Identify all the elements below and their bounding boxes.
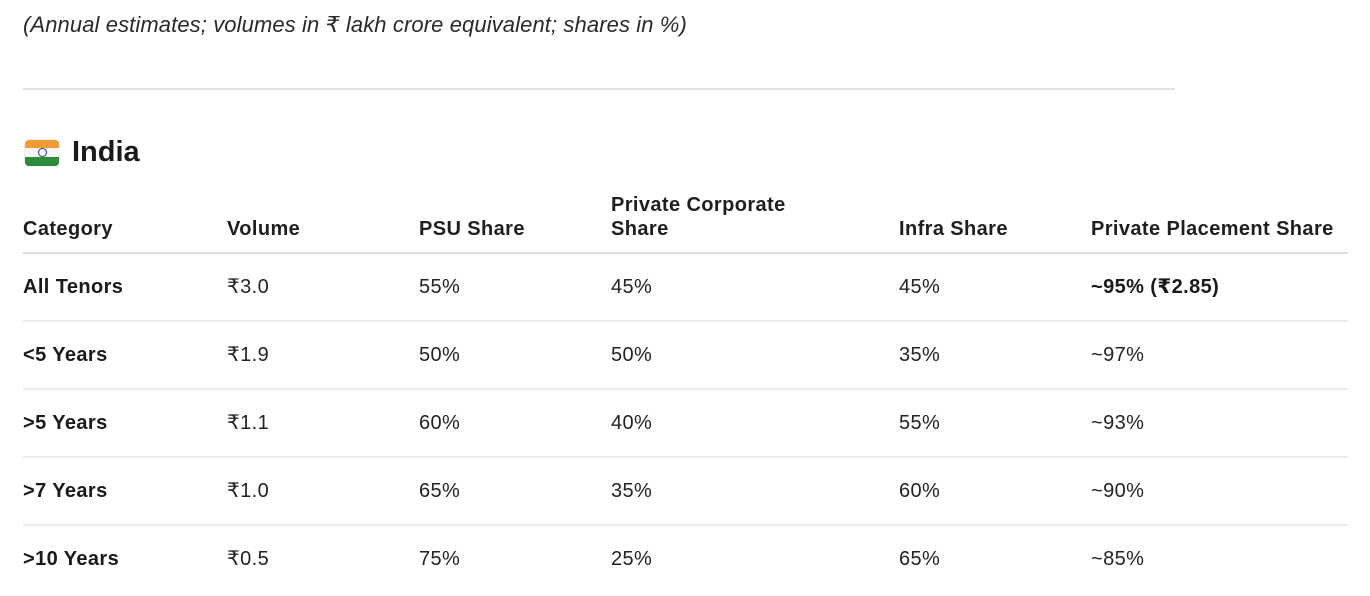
cell-psu-share: 75%	[419, 548, 461, 570]
cell-private-corporate-share: 45%	[611, 276, 653, 298]
cell-category: <5 Years	[23, 344, 108, 366]
cell-infra-share: 35%	[899, 344, 941, 366]
data-table: Category Volume PSU Share Private Corpor…	[23, 190, 1348, 592]
cell-volume: ₹1.0	[227, 480, 270, 502]
cell-psu-share: 55%	[419, 276, 461, 298]
cell-private-corporate-share: 50%	[611, 344, 653, 366]
header-volume: Volume	[227, 218, 301, 240]
cell-private-corporate-share: 25%	[611, 548, 653, 570]
table-row: >7 Years ₹1.0 65% 35% 60% ~90%	[23, 458, 1348, 526]
section-heading: India	[25, 136, 140, 169]
cell-private-corporate-share: 35%	[611, 480, 653, 502]
table-header-row: Category Volume PSU Share Private Corpor…	[23, 190, 1348, 254]
cell-psu-share: 60%	[419, 412, 461, 434]
cell-infra-share: 65%	[899, 548, 941, 570]
cell-private-corporate-share: 40%	[611, 412, 653, 434]
header-category: Category	[23, 218, 113, 240]
cell-category: >7 Years	[23, 480, 108, 502]
cell-category: >10 Years	[23, 548, 120, 570]
table-row: All Tenors ₹3.0 55% 45% 45% ~95% (₹2.85)	[23, 254, 1348, 322]
cell-infra-share: 45%	[899, 276, 941, 298]
table-row: >5 Years ₹1.1 60% 40% 55% ~93%	[23, 390, 1348, 458]
cell-psu-share: 50%	[419, 344, 461, 366]
cell-private-placement-share: ~95% (₹2.85)	[1091, 276, 1220, 298]
cell-private-placement-share: ~90%	[1091, 480, 1145, 502]
cell-private-placement-share: ~93%	[1091, 412, 1145, 434]
divider	[23, 88, 1175, 90]
table-note: (Annual estimates; volumes in ₹ lakh cro…	[23, 12, 687, 37]
table-row: >10 Years ₹0.5 75% 25% 65% ~85%	[23, 526, 1348, 592]
cell-infra-share: 55%	[899, 412, 941, 434]
cell-volume: ₹1.9	[227, 344, 270, 366]
cell-category: >5 Years	[23, 412, 108, 434]
cell-volume: ₹0.5	[227, 548, 270, 570]
table-row: <5 Years ₹1.9 50% 50% 35% ~97%	[23, 322, 1348, 390]
header-private-corporate-share: Private Corporate Share	[611, 194, 786, 240]
cell-category: All Tenors	[23, 276, 124, 298]
header-psu-share: PSU Share	[419, 218, 525, 240]
cell-volume: ₹3.0	[227, 276, 270, 298]
cell-private-placement-share: ~85%	[1091, 548, 1145, 570]
cell-infra-share: 60%	[899, 480, 941, 502]
section-title: India	[72, 136, 140, 168]
cell-volume: ₹1.1	[227, 412, 270, 434]
cell-psu-share: 65%	[419, 480, 461, 502]
cell-private-placement-share: ~97%	[1091, 344, 1145, 366]
header-infra-share: Infra Share	[899, 218, 1008, 240]
india-flag-icon	[25, 139, 59, 166]
header-private-placement-share: Private Placement Share	[1091, 218, 1334, 240]
